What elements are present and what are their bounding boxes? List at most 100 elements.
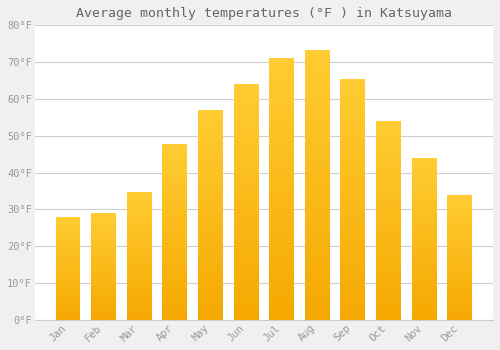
Bar [305, 201, 330, 203]
Bar [305, 289, 330, 290]
Bar [234, 316, 258, 317]
Bar [340, 226, 365, 227]
Bar [340, 297, 365, 298]
Bar [234, 109, 258, 110]
Bar [234, 237, 258, 239]
Bar [269, 146, 294, 147]
Bar [376, 173, 401, 174]
Bar [340, 216, 365, 217]
Bar [162, 171, 188, 172]
Bar [162, 220, 188, 221]
Bar [412, 180, 436, 181]
Bar [340, 116, 365, 117]
Bar [340, 99, 365, 100]
Bar [91, 278, 116, 279]
Bar [91, 228, 116, 229]
Bar [198, 157, 223, 158]
Bar [305, 83, 330, 84]
Bar [340, 167, 365, 168]
Bar [234, 281, 258, 282]
Bar [269, 264, 294, 265]
Bar [376, 127, 401, 128]
Bar [340, 255, 365, 256]
Bar [412, 319, 436, 320]
Bar [162, 146, 188, 147]
Bar [269, 194, 294, 195]
Bar [340, 209, 365, 210]
Bar [305, 165, 330, 166]
Bar [127, 224, 152, 225]
Bar [448, 318, 472, 319]
Bar [56, 277, 80, 278]
Bar [412, 227, 436, 228]
Bar [305, 305, 330, 307]
Bar [412, 192, 436, 193]
Bar [162, 183, 188, 184]
Bar [376, 273, 401, 274]
Bar [376, 263, 401, 264]
Bar [234, 287, 258, 288]
Bar [127, 201, 152, 202]
Bar [91, 261, 116, 262]
Bar [198, 235, 223, 236]
Bar [412, 220, 436, 221]
Bar [162, 239, 188, 240]
Bar [269, 288, 294, 290]
Bar [198, 122, 223, 124]
Bar [198, 228, 223, 229]
Bar [269, 278, 294, 279]
Bar [340, 117, 365, 119]
Bar [376, 259, 401, 260]
Bar [340, 168, 365, 169]
Bar [305, 301, 330, 302]
Bar [340, 303, 365, 304]
Bar [56, 303, 80, 304]
Bar [376, 141, 401, 142]
Bar [127, 259, 152, 260]
Bar [412, 287, 436, 288]
Bar [448, 261, 472, 262]
Bar [412, 239, 436, 240]
Bar [376, 236, 401, 237]
Bar [448, 212, 472, 213]
Bar [340, 111, 365, 112]
Bar [127, 257, 152, 258]
Bar [234, 288, 258, 289]
Bar [448, 295, 472, 296]
Bar [376, 274, 401, 275]
Bar [198, 294, 223, 295]
Bar [162, 264, 188, 265]
Bar [305, 135, 330, 136]
Bar [305, 277, 330, 278]
Bar [412, 246, 436, 247]
Bar [305, 106, 330, 107]
Bar [127, 246, 152, 247]
Bar [127, 310, 152, 311]
Bar [56, 226, 80, 227]
Bar [234, 298, 258, 299]
Bar [376, 157, 401, 158]
Bar [376, 293, 401, 294]
Bar [340, 312, 365, 313]
Bar [412, 242, 436, 243]
Bar [162, 315, 188, 316]
Bar [127, 193, 152, 194]
Bar [269, 197, 294, 198]
Bar [269, 178, 294, 180]
Bar [305, 131, 330, 133]
Bar [305, 102, 330, 103]
Bar [234, 253, 258, 254]
Bar [91, 214, 116, 215]
Bar [127, 280, 152, 281]
Bar [91, 220, 116, 221]
Bar [376, 254, 401, 255]
Bar [162, 313, 188, 314]
Bar [305, 93, 330, 95]
Bar [340, 256, 365, 257]
Bar [376, 261, 401, 262]
Bar [127, 301, 152, 302]
Bar [412, 307, 436, 308]
Bar [198, 231, 223, 232]
Bar [198, 208, 223, 209]
Bar [269, 249, 294, 251]
